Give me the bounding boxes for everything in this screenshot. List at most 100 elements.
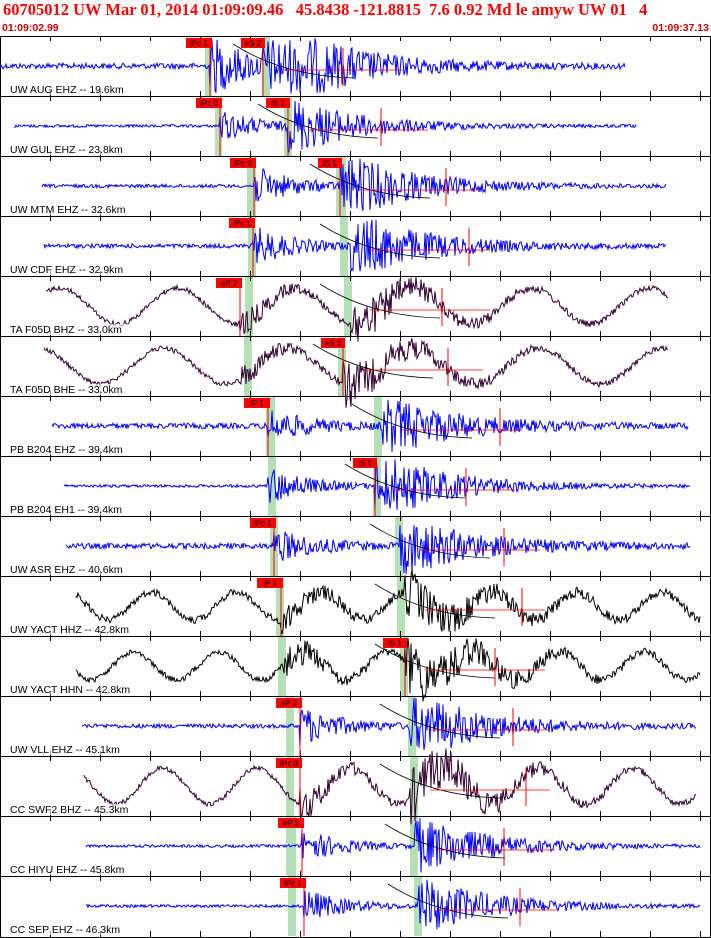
- p-pick-box[interactable]: [244, 398, 270, 408]
- p-pick-box[interactable]: [280, 878, 306, 888]
- station-label-bg: [9, 804, 141, 815]
- s-pick-box[interactable]: [321, 338, 345, 348]
- coda-curve: [232, 43, 354, 79]
- station-label: UW VLL EHZ -- 45.1km: [10, 744, 120, 756]
- station-label: TA F05D BHE -- 33.0km: [10, 384, 123, 396]
- p-phase-band: [245, 276, 253, 336]
- station-label-bg: [9, 264, 141, 275]
- waveform-trace[interactable]: [43, 219, 667, 272]
- waveform-trace[interactable]: [51, 399, 689, 453]
- p-pick-box[interactable]: [229, 218, 255, 228]
- waveform-trace[interactable]: [85, 879, 701, 930]
- station-label: CC SEP EHZ -- 46.3km: [10, 924, 120, 936]
- s-pick-box[interactable]: [383, 638, 407, 648]
- p-pick-box[interactable]: [257, 578, 283, 588]
- s-pick-label: iS 1: [323, 159, 337, 168]
- p-pick-label: iPc 1: [233, 219, 251, 228]
- coda-curve: [374, 583, 496, 619]
- p-pick-box[interactable]: [250, 518, 276, 528]
- s-pick-box[interactable]: [241, 38, 265, 48]
- waveform-trace[interactable]: [13, 100, 637, 154]
- coda-curve: [379, 703, 501, 739]
- s-phase-band: [414, 876, 422, 936]
- station-label: CC HIYU EHZ -- 45.8km: [10, 864, 125, 876]
- p-pick-box[interactable]: [278, 818, 304, 828]
- p-phase-band: [276, 576, 284, 636]
- p-pick-box[interactable]: [186, 38, 212, 48]
- p-pick-box[interactable]: [276, 698, 302, 708]
- s-pick-box[interactable]: [318, 158, 342, 168]
- s-pick-box[interactable]: [266, 98, 290, 108]
- station-label: UW YACT HHN -- 42.8km: [10, 684, 130, 696]
- s-phase-band: [262, 36, 270, 96]
- s-pick-label: eS 2: [325, 339, 342, 348]
- p-pick-box[interactable]: [216, 278, 242, 288]
- station-label: UW ASR EHZ -- 40.6km: [10, 564, 123, 576]
- coda-curve: [309, 163, 431, 199]
- s-phase-band: [397, 576, 405, 636]
- s-phase-band: [373, 456, 381, 516]
- coda-curve: [319, 283, 441, 319]
- s-phase-band: [340, 216, 348, 276]
- p-pick-label: iPc 1: [190, 39, 208, 48]
- event-header: 60705012 UW Mar 01, 2014 01:09:09.46 45.…: [0, 0, 711, 36]
- waveform-trace[interactable]: [83, 748, 697, 825]
- event-title: 60705012 UW Mar 01, 2014 01:09:09.46 45.…: [3, 0, 648, 19]
- waveform-trace[interactable]: [0, 38, 626, 94]
- p-pick-box[interactable]: [276, 758, 302, 768]
- waveform-trace[interactable]: [75, 637, 701, 702]
- p-pick-label: iPc 1: [284, 879, 302, 888]
- station-label: UW YACT HHZ -- 42.8km: [10, 624, 129, 636]
- station-label-bg: [9, 324, 141, 335]
- station-label-bg: [9, 924, 141, 935]
- station-label-bg: [9, 144, 141, 155]
- s-phase-band: [400, 636, 408, 696]
- waveform-trace[interactable]: [85, 818, 701, 873]
- window-end-time: 01:09:37.13: [652, 22, 709, 34]
- p-pick-box[interactable]: [196, 98, 222, 108]
- waveform-trace[interactable]: [75, 569, 701, 635]
- p-pick-label: eP 2: [221, 279, 238, 288]
- p-phase-band: [288, 876, 296, 936]
- coda-curve: [374, 643, 496, 679]
- station-label-bg: [9, 444, 141, 455]
- waveform-trace[interactable]: [43, 338, 669, 408]
- coda-curve: [379, 763, 501, 799]
- station-label-bg: [9, 204, 141, 215]
- s-pick-label: iS 1: [271, 99, 285, 108]
- station-label: UW AUG EHZ -- 19.6km: [10, 84, 124, 96]
- s-phase-band: [344, 276, 352, 336]
- s-phase-band: [336, 156, 346, 216]
- p-pick-label: eP 2: [283, 819, 300, 828]
- station-label: CC SWF2 BHZ -- 45.3km: [10, 804, 129, 816]
- waveform-trace[interactable]: [41, 158, 667, 212]
- station-label-bg: [9, 864, 141, 875]
- p-phase-band: [266, 396, 275, 456]
- s-pick-label: iS 1: [388, 639, 402, 648]
- station-label-bg: [9, 684, 141, 695]
- coda-curve: [387, 883, 509, 919]
- s-pick-label: iS 1: [358, 459, 372, 468]
- p-pick-label: iPc 1: [254, 519, 272, 528]
- s-phase-band: [338, 336, 346, 396]
- p-phase-band: [248, 216, 256, 276]
- station-label-bg: [9, 84, 141, 95]
- station-label-bg: [9, 564, 141, 575]
- coda-curve: [369, 523, 491, 559]
- p-phase-band: [286, 756, 294, 816]
- s-pick-label: eS 2: [245, 39, 262, 48]
- waveform-trace[interactable]: [45, 276, 669, 342]
- window-start-time: 01:09:02.99: [2, 22, 59, 34]
- seismogram-panel[interactable]: iPc 1 eS 2 iPc 0 iS 1 iPc 0 iS 1 iPc 1 eP 2 eS 2…: [0, 36, 711, 938]
- p-phase-band: [268, 456, 276, 516]
- p-pick-box[interactable]: [230, 158, 256, 168]
- coda-curve: [319, 223, 441, 259]
- coda-curve: [384, 823, 506, 859]
- station-label: PB B204 EHZ -- 39.4km: [10, 444, 123, 456]
- waveform-trace[interactable]: [81, 698, 697, 750]
- p-pick-label: eP 2: [281, 699, 298, 708]
- waveform-trace[interactable]: [65, 525, 691, 574]
- coda-curve: [312, 343, 434, 379]
- s-pick-box[interactable]: [353, 458, 377, 468]
- p-pick-label: iPc 0: [234, 159, 252, 168]
